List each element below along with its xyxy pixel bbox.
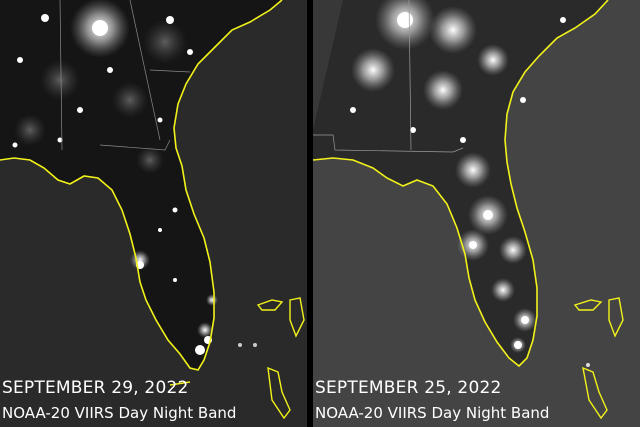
left-instrument-label: NOAA-20 VIIRS Day Night Band	[2, 404, 237, 422]
left-date-label: SEPTEMBER 29, 2022	[2, 378, 189, 398]
state-borders	[313, 0, 464, 153]
coastline	[313, 0, 609, 368]
left-night-map	[0, 0, 307, 427]
islands	[169, 297, 305, 420]
city-lights-cluster	[12, 0, 257, 355]
panel-divider	[307, 0, 313, 427]
land-mass	[313, 0, 608, 366]
left-panel-night-image	[0, 0, 307, 427]
state-borders	[59, 0, 191, 151]
islands	[573, 297, 624, 420]
right-instrument-label: NOAA-20 VIIRS Day Night Band	[315, 404, 550, 422]
right-date-label: SEPTEMBER 25, 2022	[315, 378, 502, 398]
coastline	[0, 0, 283, 371]
right-panel-night-image	[313, 0, 640, 427]
right-night-map	[313, 0, 640, 427]
